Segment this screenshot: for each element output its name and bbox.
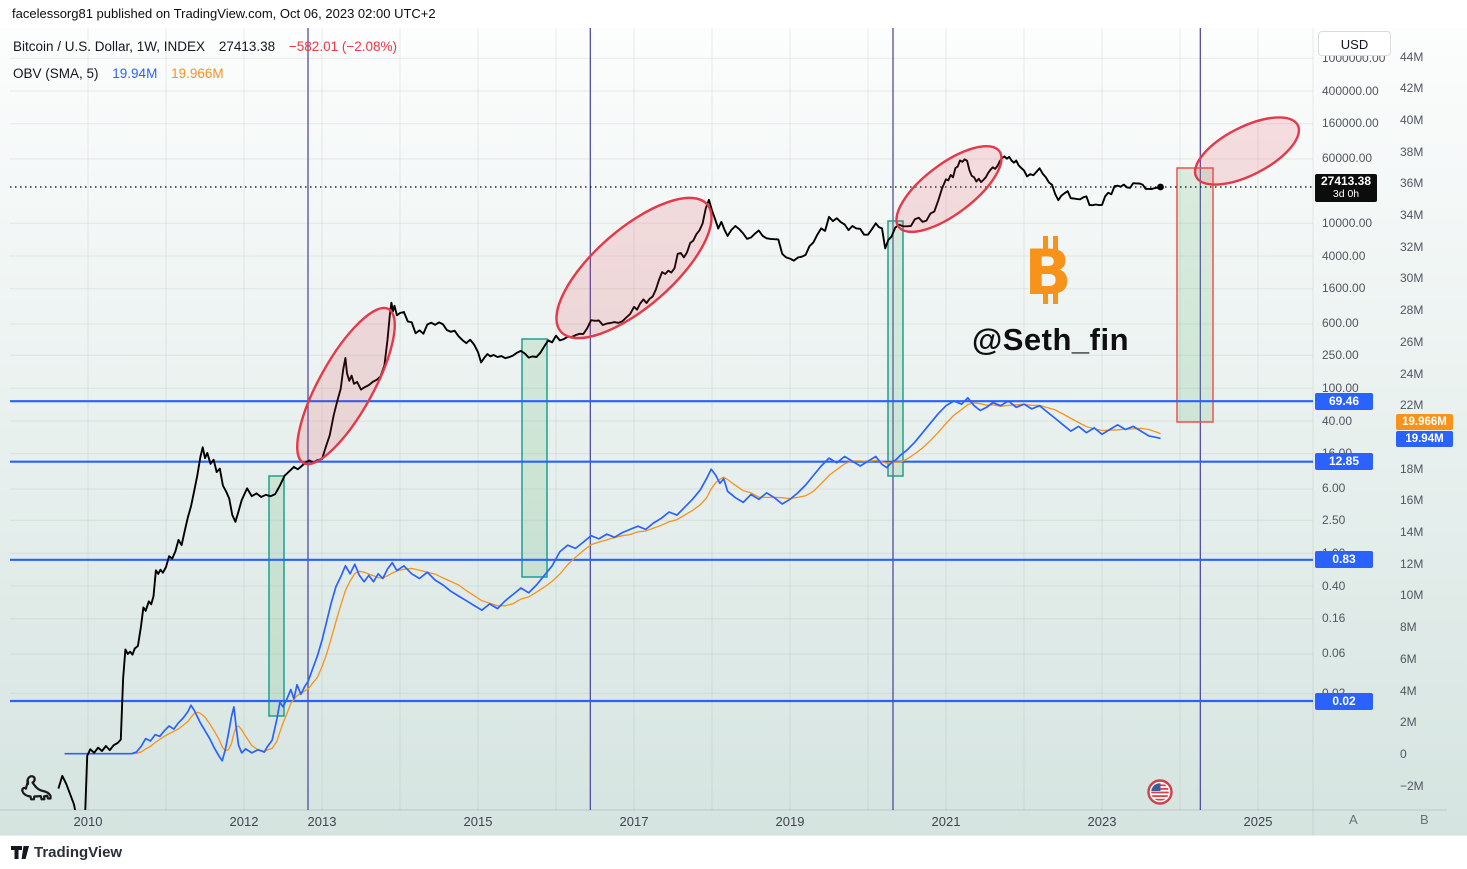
symbol-row[interactable]: Bitcoin / U.S. Dollar, 1W, INDEX 27413.3… bbox=[13, 33, 397, 60]
obv-axis-tick: 32M bbox=[1400, 240, 1424, 254]
last-price-marker: 27413.38 3d 0h bbox=[1315, 174, 1377, 202]
obv-axis-tick: 10M bbox=[1400, 588, 1424, 602]
price-axis-tick: 100.00 bbox=[1322, 381, 1359, 395]
us-flag-icon bbox=[1147, 779, 1173, 805]
currency-button[interactable]: USD bbox=[1318, 31, 1391, 56]
price-axis-tick: 4000.00 bbox=[1322, 249, 1366, 263]
price-axis-letter: A bbox=[1349, 812, 1358, 827]
symbol-title: Bitcoin / U.S. Dollar, 1W, INDEX bbox=[13, 39, 206, 54]
price-axis-tick: 0.16 bbox=[1322, 611, 1346, 625]
time-axis-year: 2021 bbox=[931, 814, 961, 829]
obv-marker: 19.94M bbox=[1396, 431, 1453, 447]
price-axis-tick: 2.50 bbox=[1322, 513, 1346, 527]
bitcoin-logo: B bbox=[1016, 228, 1080, 319]
tradingview-brand[interactable]: TradingView bbox=[34, 844, 123, 861]
price-axis-tick: 60000.00 bbox=[1322, 151, 1373, 165]
price-axis-tick: 250.00 bbox=[1322, 348, 1359, 362]
tradingview-logo-icon[interactable] bbox=[11, 845, 33, 866]
obv-axis-tick: 38M bbox=[1400, 145, 1424, 159]
indicator-obv-value: 19.94M bbox=[112, 66, 158, 81]
symbol-last-price: 27413.38 bbox=[218, 39, 276, 54]
indicator-label: OBV (SMA, 5) bbox=[13, 66, 99, 81]
obv-axis-tick: 18M bbox=[1400, 462, 1424, 476]
level-line-label[interactable]: 12.85 bbox=[1315, 453, 1373, 470]
price-axis-tick: 1600.00 bbox=[1322, 281, 1366, 295]
time-axis-year: 2013 bbox=[307, 814, 337, 829]
time-axis-year: 2017 bbox=[619, 814, 649, 829]
obv-axis-tick: 16M bbox=[1400, 493, 1424, 507]
obv-axis-tick: 8M bbox=[1400, 620, 1417, 634]
tradingview-footer: TradingView bbox=[0, 835, 1467, 869]
publisher-text: facelessorg81 published on TradingView.c… bbox=[12, 6, 436, 21]
obv-axis-tick: 2M bbox=[1400, 715, 1417, 729]
obv-axis-tick: 26M bbox=[1400, 335, 1424, 349]
obv-axis-tick: 22M bbox=[1400, 398, 1424, 412]
bar-countdown: 3d 0h bbox=[1332, 188, 1360, 200]
dinosaur-icon[interactable] bbox=[16, 770, 58, 815]
obv-axis-tick: 6M bbox=[1400, 652, 1417, 666]
price-axis-tick: 6.00 bbox=[1322, 481, 1346, 495]
obv-axis-tick: 40M bbox=[1400, 113, 1424, 127]
obv-axis-letter: B bbox=[1420, 812, 1429, 827]
time-axis-year: 2023 bbox=[1087, 814, 1117, 829]
price-axis-tick: 160000.00 bbox=[1322, 116, 1379, 130]
price-axis-tick: 40.00 bbox=[1322, 414, 1353, 428]
price-axis-tick: 0.40 bbox=[1322, 579, 1346, 593]
obv-axis-tick: 28M bbox=[1400, 303, 1424, 317]
time-axis-year: 2015 bbox=[463, 814, 493, 829]
obv-axis-tick: 24M bbox=[1400, 367, 1424, 381]
price-axis-tick: 600.00 bbox=[1322, 316, 1359, 330]
indicator-row[interactable]: OBV (SMA, 5) 19.94M 19.966M bbox=[13, 60, 397, 87]
obv-axis-tick: 44M bbox=[1400, 50, 1424, 64]
time-axis-year: 2012 bbox=[229, 814, 259, 829]
author-handle: @Seth_fin bbox=[972, 322, 1130, 357]
time-axis-year: 2010 bbox=[73, 814, 103, 829]
time-axis-year: 2025 bbox=[1243, 814, 1273, 829]
obv-axis-tick: 42M bbox=[1400, 81, 1424, 95]
price-axis-tick: 0.06 bbox=[1322, 646, 1346, 660]
level-line-label[interactable]: 0.83 bbox=[1315, 551, 1373, 568]
obv-axis-tick: 34M bbox=[1400, 208, 1424, 222]
obv-axis-tick: 30M bbox=[1400, 271, 1424, 285]
level-line-label[interactable]: 69.46 bbox=[1315, 393, 1373, 410]
obv-axis-tick: −2M bbox=[1400, 779, 1424, 793]
obv-axis-tick: 4M bbox=[1400, 684, 1417, 698]
price-axis-tick: 10000.00 bbox=[1322, 216, 1373, 230]
chart-legend: Bitcoin / U.S. Dollar, 1W, INDEX 27413.3… bbox=[13, 33, 397, 87]
obv-axis-tick: 36M bbox=[1400, 176, 1424, 190]
level-line-label[interactable]: 0.02 bbox=[1315, 693, 1373, 710]
obv-axis-tick: 14M bbox=[1400, 525, 1424, 539]
obv-axis-tick: 12M bbox=[1400, 557, 1424, 571]
indicator-sma-value: 19.966M bbox=[171, 66, 224, 81]
obv-axis-tick: 0 bbox=[1400, 747, 1407, 761]
price-axis-tick: 400000.00 bbox=[1322, 84, 1379, 98]
symbol-change: −582.01 (−2.08%) bbox=[288, 39, 397, 54]
publisher-bar: facelessorg81 published on TradingView.c… bbox=[0, 0, 1467, 28]
time-axis-year: 2019 bbox=[775, 814, 805, 829]
last-price-value: 27413.38 bbox=[1320, 174, 1372, 188]
obv-sma-marker: 19.966M bbox=[1396, 414, 1453, 430]
